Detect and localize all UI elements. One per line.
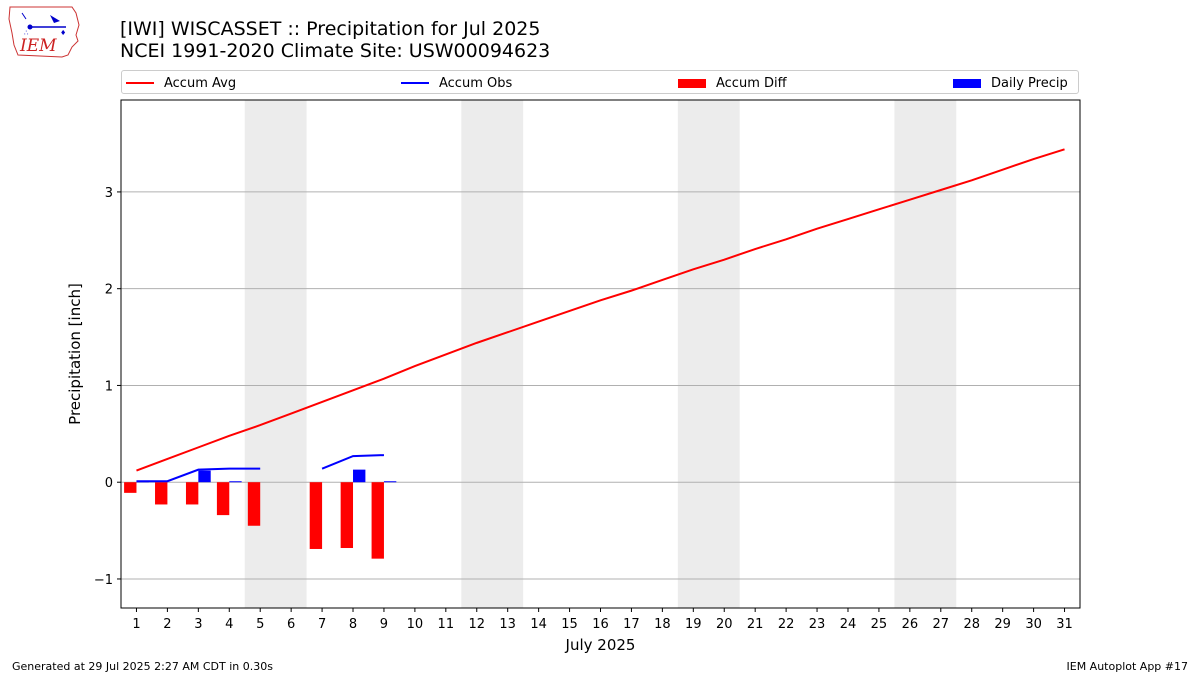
footer-app: IEM Autoplot App #17: [1066, 660, 1189, 673]
x-tick-label: 24: [840, 617, 857, 632]
x-tick-label: 6: [287, 617, 295, 632]
footer-generated: Generated at 29 Jul 2025 2:27 AM CDT in …: [12, 660, 273, 673]
x-tick-label: 30: [1025, 617, 1042, 632]
x-tick-label: 10: [407, 617, 424, 632]
x-tick-label: 19: [685, 617, 702, 632]
x-tick-label: 17: [623, 617, 640, 632]
legend: Accum Avg Accum Obs Accum Diff Daily Pre…: [121, 70, 1079, 94]
legend-item-accum-avg: Accum Avg: [126, 74, 236, 92]
x-tick-label: 3: [194, 617, 202, 632]
x-tick-label: 31: [1056, 617, 1073, 632]
x-tick-label: 18: [654, 617, 671, 632]
accum-diff-bar: [371, 482, 384, 559]
weekend-band: [677, 100, 740, 608]
accum-diff-bar: [124, 482, 137, 493]
y-tick-label: 2: [105, 283, 113, 298]
weekend-band: [894, 100, 957, 608]
svg-text:♦: ♦: [60, 29, 66, 37]
x-tick-label: 25: [871, 617, 888, 632]
x-tick-label: 28: [963, 617, 980, 632]
legend-item-accum-obs: Accum Obs: [401, 74, 512, 92]
weekend-band: [461, 100, 524, 608]
x-tick-label: 12: [468, 617, 485, 632]
legend-label-daily-precip: Daily Precip: [991, 75, 1068, 91]
y-tick-label: 1: [105, 379, 113, 394]
y-tick-label: 3: [105, 186, 113, 201]
x-tick-label: 11: [438, 617, 455, 632]
x-axis-label: July 2025: [565, 636, 636, 654]
x-tick-label: 8: [349, 617, 357, 632]
plot-frame: [120, 99, 1081, 609]
x-tick-label: 1: [132, 617, 140, 632]
x-tick-label: 5: [256, 617, 264, 632]
x-tick-label: 7: [318, 617, 326, 632]
x-tick-label: 29: [994, 617, 1011, 632]
x-tick-label: 22: [778, 617, 795, 632]
legend-swatch-accum-diff: [678, 78, 706, 88]
legend-item-accum-diff: Accum Diff: [678, 74, 787, 92]
legend-swatch-daily-precip: [953, 78, 981, 88]
chart-title: [IWI] WISCASSET :: Precipitation for Jul…: [120, 18, 541, 40]
accum-diff-bar: [155, 482, 168, 505]
weekend-band: [244, 100, 307, 608]
legend-label-accum-diff: Accum Diff: [716, 75, 787, 91]
accum-obs-line: [321, 454, 384, 470]
daily-precip-bar: [353, 469, 366, 483]
accum-diff-bar: [309, 482, 323, 549]
logo-text: IEM: [19, 36, 57, 56]
legend-item-daily-precip: Daily Precip: [953, 74, 1068, 92]
accum-obs-line: [136, 467, 261, 483]
accum-diff-bar: [216, 482, 230, 516]
accum-diff-bar: [185, 482, 199, 505]
svg-text:∴: ∴: [24, 29, 29, 37]
x-tick-label: 9: [380, 617, 388, 632]
y-axis-label: Precipitation [inch]: [66, 283, 84, 425]
x-tick-label: 13: [499, 617, 516, 632]
x-tick-label: 20: [716, 617, 733, 632]
legend-label-accum-obs: Accum Obs: [439, 75, 513, 91]
x-tick-label: 23: [809, 617, 826, 632]
x-tick-label: 26: [902, 617, 919, 632]
accum-diff-bar: [247, 482, 261, 526]
daily-precip-bar: [229, 481, 242, 483]
accum-avg-line: [136, 148, 1065, 472]
x-tick-label: 21: [747, 617, 764, 632]
x-tick-label: 16: [592, 617, 609, 632]
x-tick-label: 27: [933, 617, 950, 632]
daily-precip-bar: [383, 481, 397, 483]
y-tick-label: 0: [105, 476, 113, 491]
y-tick-label: −1: [94, 573, 113, 588]
iem-logo: ∴ ♦ IEM: [6, 5, 84, 63]
legend-swatch-accum-obs: [401, 82, 429, 84]
x-tick-label: 4: [225, 617, 233, 632]
x-tick-label: 15: [561, 617, 578, 632]
daily-precip-bar: [198, 470, 211, 483]
x-tick-label: 2: [163, 617, 171, 632]
x-tick-label: 14: [530, 617, 547, 632]
legend-swatch-accum-avg: [126, 82, 154, 84]
legend-label-accum-avg: Accum Avg: [164, 75, 237, 91]
accum-diff-bar: [340, 482, 354, 549]
chart-subtitle: NCEI 1991-2020 Climate Site: USW00094623: [120, 40, 551, 62]
